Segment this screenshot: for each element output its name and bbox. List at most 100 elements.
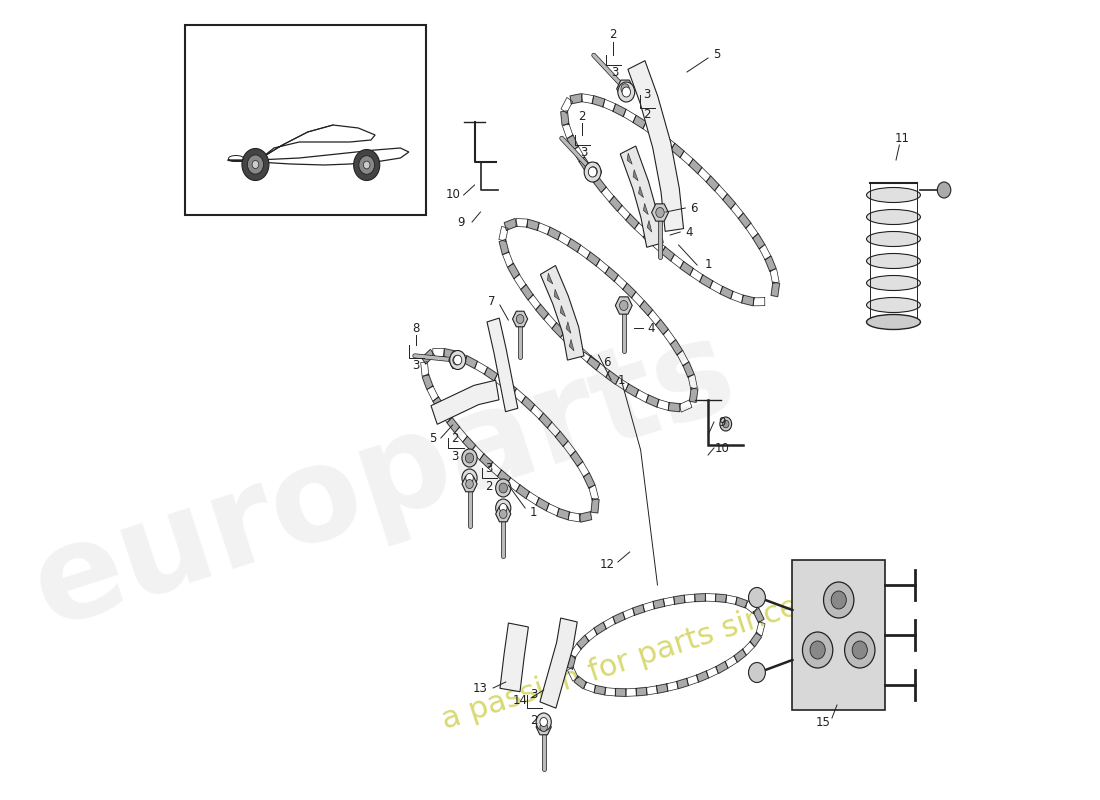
Polygon shape: [463, 436, 475, 451]
Circle shape: [516, 314, 524, 323]
Polygon shape: [695, 594, 705, 602]
Circle shape: [499, 483, 507, 493]
Polygon shape: [627, 153, 632, 164]
Polygon shape: [592, 96, 605, 107]
Polygon shape: [670, 339, 682, 355]
Polygon shape: [720, 286, 733, 299]
Circle shape: [248, 155, 264, 174]
Circle shape: [496, 499, 510, 517]
Text: europarts: europarts: [16, 307, 750, 653]
Bar: [186, 25, 426, 215]
Circle shape: [748, 587, 766, 607]
Polygon shape: [715, 594, 726, 602]
Polygon shape: [653, 599, 664, 609]
Polygon shape: [447, 418, 460, 433]
Circle shape: [937, 182, 950, 198]
Polygon shape: [754, 608, 764, 622]
Polygon shape: [594, 178, 606, 193]
Text: 1: 1: [617, 374, 625, 386]
Polygon shape: [462, 476, 477, 492]
Polygon shape: [554, 290, 560, 300]
Circle shape: [450, 350, 465, 370]
Polygon shape: [661, 246, 674, 261]
Text: 10: 10: [715, 442, 729, 454]
Polygon shape: [539, 413, 552, 428]
Polygon shape: [516, 485, 529, 498]
Text: 2: 2: [609, 29, 617, 42]
Text: 6: 6: [690, 202, 697, 214]
Polygon shape: [262, 125, 375, 158]
Polygon shape: [734, 649, 746, 662]
Polygon shape: [741, 295, 755, 306]
Text: 3: 3: [581, 146, 587, 158]
Polygon shape: [548, 273, 553, 284]
Polygon shape: [771, 282, 780, 297]
Polygon shape: [628, 61, 683, 231]
Text: 2: 2: [530, 714, 537, 726]
Text: 9: 9: [458, 215, 465, 229]
Polygon shape: [527, 219, 539, 230]
Polygon shape: [583, 473, 595, 489]
Polygon shape: [587, 356, 601, 370]
Text: 5: 5: [713, 49, 721, 62]
Polygon shape: [647, 221, 652, 232]
Polygon shape: [615, 689, 626, 696]
Circle shape: [252, 161, 258, 169]
Polygon shape: [570, 339, 574, 351]
Polygon shape: [723, 194, 736, 209]
Polygon shape: [504, 381, 517, 395]
Text: 3: 3: [485, 462, 493, 474]
Text: 1: 1: [530, 506, 537, 518]
Polygon shape: [605, 267, 618, 282]
Text: 10: 10: [446, 189, 460, 202]
Circle shape: [453, 355, 462, 365]
Text: 5: 5: [429, 431, 436, 445]
Circle shape: [623, 87, 630, 97]
Text: 9: 9: [718, 415, 726, 429]
Polygon shape: [487, 318, 518, 412]
Polygon shape: [671, 143, 684, 158]
Polygon shape: [497, 470, 510, 484]
Text: 2: 2: [451, 431, 459, 445]
Polygon shape: [580, 512, 592, 522]
Polygon shape: [576, 635, 588, 649]
Circle shape: [656, 207, 664, 218]
Polygon shape: [464, 356, 477, 369]
Polygon shape: [651, 204, 669, 221]
Polygon shape: [690, 388, 697, 402]
Text: 6: 6: [603, 355, 611, 369]
Polygon shape: [540, 618, 578, 708]
Ellipse shape: [867, 231, 921, 246]
Polygon shape: [644, 231, 657, 246]
Text: 15: 15: [816, 715, 831, 729]
Circle shape: [803, 632, 833, 668]
Ellipse shape: [867, 275, 921, 290]
Polygon shape: [480, 454, 493, 468]
Polygon shape: [669, 402, 680, 412]
Polygon shape: [676, 678, 689, 689]
Polygon shape: [569, 340, 582, 354]
Circle shape: [618, 82, 635, 102]
Polygon shape: [594, 686, 606, 695]
Circle shape: [852, 641, 868, 659]
Polygon shape: [609, 196, 623, 211]
Circle shape: [353, 150, 380, 181]
Text: 3: 3: [642, 89, 650, 102]
Circle shape: [719, 417, 732, 431]
Circle shape: [465, 479, 473, 489]
Polygon shape: [764, 256, 776, 272]
Polygon shape: [591, 498, 600, 513]
Polygon shape: [574, 676, 586, 689]
Polygon shape: [561, 111, 569, 125]
Text: 2: 2: [578, 110, 585, 122]
Circle shape: [540, 722, 548, 731]
Polygon shape: [500, 623, 528, 692]
Polygon shape: [571, 451, 583, 466]
Circle shape: [810, 641, 825, 659]
Polygon shape: [586, 252, 600, 266]
Circle shape: [499, 510, 507, 518]
Polygon shape: [521, 396, 535, 411]
Circle shape: [540, 718, 548, 726]
Polygon shape: [540, 266, 584, 360]
Polygon shape: [626, 214, 639, 229]
